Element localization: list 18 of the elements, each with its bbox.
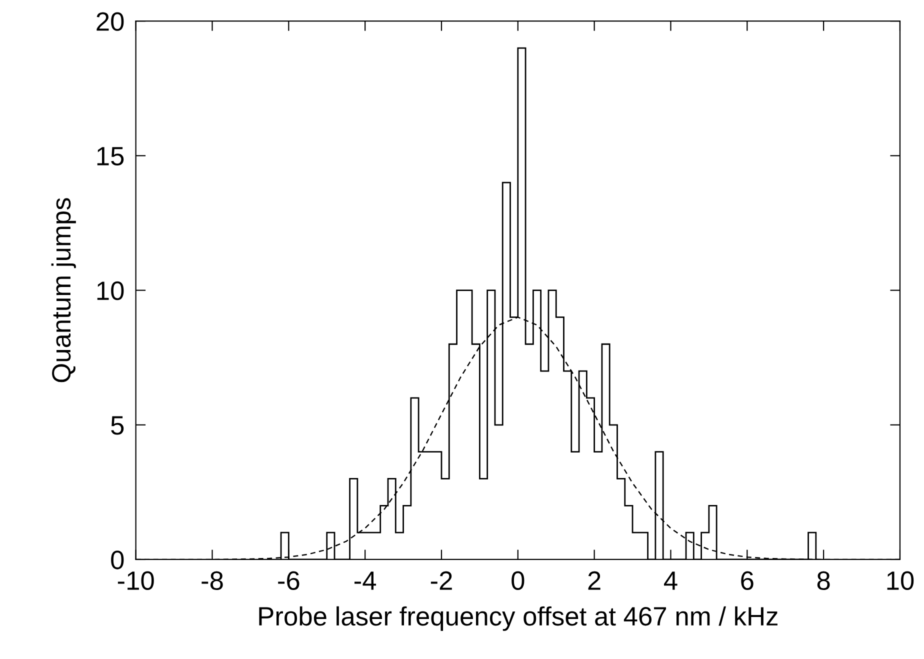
y-tick-label: 0: [111, 550, 124, 570]
y-axis-title: Quantum jumps: [51, 198, 76, 382]
x-tick-label: 10: [887, 571, 914, 590]
y-tick-label: 10: [97, 281, 124, 300]
x-axis-title: Probe laser frequency offset at 467 nm / kHz: [259, 606, 778, 631]
x-tick-label: -2: [430, 571, 452, 590]
x-tick-label: 0: [512, 571, 524, 590]
x-tick-label: -8: [202, 571, 223, 590]
y-tick-label: 5: [111, 416, 124, 435]
x-tick-label: 6: [741, 571, 754, 590]
x-tick-label: -10: [118, 571, 154, 590]
x-tick-label: 2: [588, 571, 600, 590]
y-tick-label: 20: [96, 12, 124, 31]
x-tick-label: -6: [278, 571, 300, 590]
x-tick-label: 8: [817, 571, 830, 590]
y-tick-label: 15: [97, 147, 124, 166]
x-tick-label: 4: [664, 572, 678, 590]
x-tick-label: -4: [354, 572, 376, 590]
